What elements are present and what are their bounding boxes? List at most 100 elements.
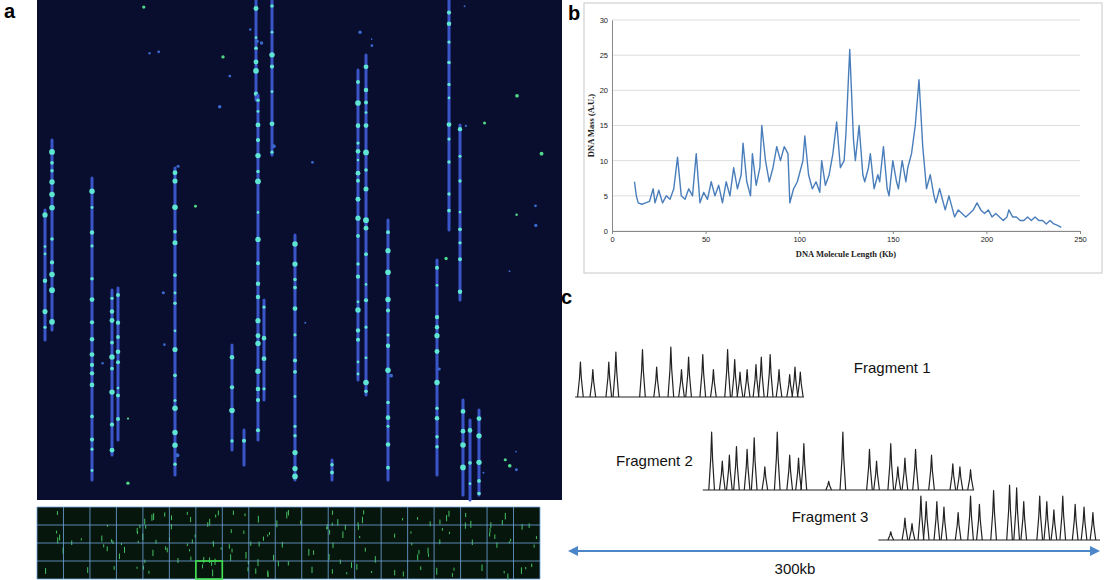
thumbnail-speck bbox=[417, 517, 418, 520]
label-dot bbox=[90, 371, 94, 375]
peak bbox=[874, 461, 880, 490]
peak bbox=[1081, 507, 1087, 540]
label-dot bbox=[50, 161, 54, 165]
thumbnail-grid bbox=[37, 507, 540, 508]
label-dot bbox=[174, 329, 177, 332]
label-dot bbox=[386, 466, 390, 470]
thumbnail-speck bbox=[207, 522, 208, 527]
thumbnail-speck bbox=[536, 536, 537, 539]
peak bbox=[918, 496, 924, 540]
thumbnail-speck bbox=[165, 546, 166, 550]
peak bbox=[895, 467, 901, 490]
thumbnail-speck bbox=[449, 532, 450, 534]
tick-mark bbox=[986, 231, 987, 234]
thumbnail-speck bbox=[340, 560, 341, 564]
thumbnail-speck bbox=[213, 541, 214, 544]
label-dot bbox=[253, 68, 259, 74]
tick: 0 bbox=[604, 227, 612, 236]
peak bbox=[606, 362, 612, 397]
label-dot bbox=[357, 373, 360, 376]
background-dot bbox=[358, 31, 361, 34]
label-dot bbox=[435, 315, 439, 319]
thumbnail-speck bbox=[351, 562, 352, 568]
peak bbox=[734, 447, 740, 491]
panel-c: Fragment 1Fragment 2Fragment 3300kb bbox=[568, 347, 1100, 577]
label-dot bbox=[91, 469, 94, 472]
thumbnail-speck bbox=[267, 535, 268, 537]
thumbnail-speck bbox=[490, 528, 491, 532]
label-dot bbox=[364, 389, 368, 393]
figure: a050100150200250051015202530DNA Molecule… bbox=[0, 0, 1109, 580]
label-dot bbox=[447, 22, 451, 26]
label-dot bbox=[385, 367, 390, 372]
peak bbox=[796, 458, 802, 490]
thumbnail-speck bbox=[267, 570, 268, 576]
tick: 200 bbox=[981, 231, 994, 244]
thumbnail-speck bbox=[345, 525, 346, 530]
thumbnail-speck bbox=[332, 569, 333, 574]
label-dot bbox=[229, 408, 235, 414]
thumbnail-speck bbox=[375, 556, 376, 563]
arrow-head bbox=[1090, 546, 1100, 556]
peak bbox=[668, 347, 674, 397]
label-dot bbox=[447, 192, 450, 195]
label-dot bbox=[49, 179, 54, 184]
thumbnail-speck bbox=[164, 512, 165, 516]
fragment-label: Fragment 1 bbox=[854, 359, 931, 376]
thumbnail-speck bbox=[221, 547, 222, 549]
label-dot bbox=[364, 64, 369, 69]
thumbnail-speck bbox=[152, 550, 153, 556]
thumbnail-speck bbox=[288, 510, 289, 516]
tick-label: 250 bbox=[1074, 235, 1087, 244]
label-dot bbox=[256, 387, 261, 392]
label-dot bbox=[256, 122, 261, 127]
thumbnail-speck bbox=[363, 510, 364, 514]
label-dot bbox=[435, 435, 439, 439]
x-axis-title: DNA Molecule Length (Kb) bbox=[796, 249, 897, 259]
dna-strand bbox=[478, 410, 481, 495]
peak bbox=[613, 352, 619, 397]
label-dot bbox=[356, 80, 360, 84]
label-dot bbox=[90, 438, 94, 442]
thumbnail-speck bbox=[229, 544, 230, 548]
thumbnail-speck bbox=[531, 564, 532, 568]
thumbnail-grid bbox=[37, 561, 540, 562]
label-dot bbox=[270, 121, 275, 126]
tick: 100 bbox=[793, 231, 806, 244]
peak bbox=[902, 458, 908, 490]
label-dot bbox=[355, 100, 361, 106]
thumbnail-speck bbox=[56, 531, 57, 534]
thumbnail-grid bbox=[37, 579, 540, 580]
chart-border bbox=[584, 3, 1102, 273]
background-dot bbox=[515, 468, 518, 471]
thumbnail-grid bbox=[37, 543, 540, 544]
thumbnail-speck bbox=[273, 555, 274, 561]
background-dot bbox=[127, 417, 129, 419]
tick-label: 0 bbox=[604, 227, 608, 236]
label-dot bbox=[42, 212, 47, 217]
thumbnail-speck bbox=[529, 523, 530, 528]
label-dot bbox=[90, 352, 95, 357]
background-dot bbox=[483, 122, 486, 125]
tick-mark bbox=[1080, 231, 1081, 234]
tick: 150 bbox=[887, 231, 900, 244]
label-dot bbox=[458, 290, 462, 294]
label-dot bbox=[110, 341, 114, 345]
peak bbox=[950, 464, 956, 490]
thumbnail-speck bbox=[342, 531, 343, 538]
label-dot bbox=[255, 341, 260, 346]
label-dot bbox=[458, 179, 461, 182]
tick: 25 bbox=[600, 51, 612, 60]
thumbnail-speck bbox=[288, 561, 289, 565]
background-dot bbox=[194, 205, 197, 208]
label-dot bbox=[364, 326, 367, 329]
label-dot bbox=[256, 261, 260, 265]
label-dot bbox=[364, 226, 369, 231]
thumbnail-speck bbox=[189, 549, 190, 551]
thumbnail-speck bbox=[494, 534, 495, 538]
label-dot bbox=[49, 272, 55, 278]
label-dot bbox=[364, 252, 368, 256]
grid-line bbox=[612, 20, 1080, 21]
background-dot bbox=[176, 453, 180, 457]
label-dot bbox=[458, 227, 462, 231]
